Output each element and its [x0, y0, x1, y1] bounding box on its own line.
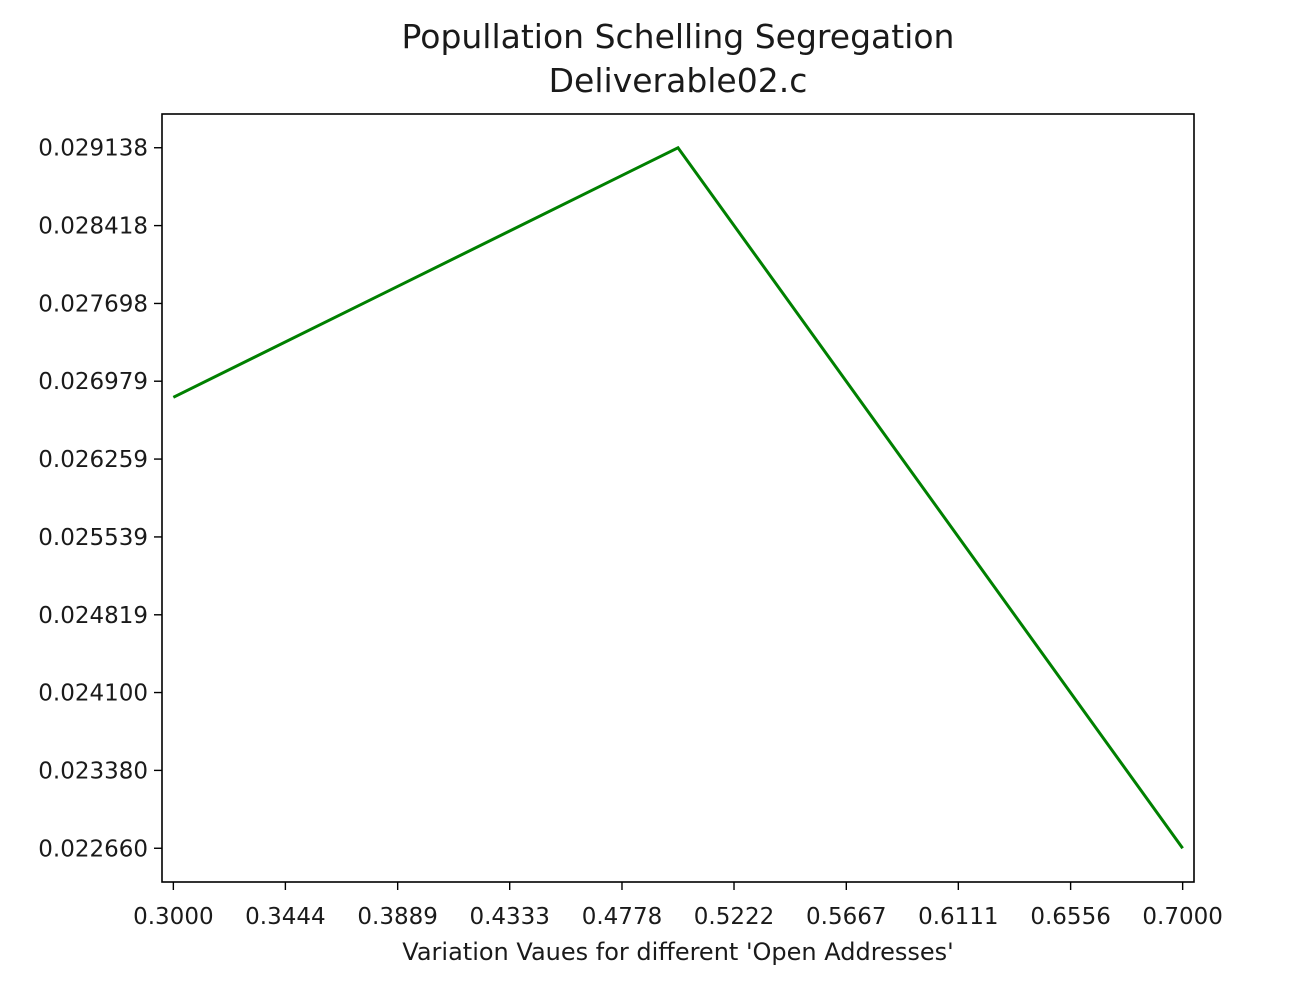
y-tick-label: 0.027698 — [38, 291, 148, 317]
series-line — [172, 145, 1184, 850]
y-tick-label: 0.024819 — [38, 603, 148, 629]
x-axis-ticks: 0.3000 0.3444 0.3889 0.4333 0.4778 0.5222 0.56… — [133, 882, 1223, 930]
x-axis-label: Variation Vaues for different 'Open Addr… — [402, 938, 954, 966]
y-axis-ticks: 0.022660 0.023380 0.024100 0.024819 0.025539… — [38, 136, 162, 862]
x-tick-label: 0.5222 — [694, 904, 774, 930]
y-tick-label: 0.028418 — [38, 214, 148, 240]
chart-title: Popullation Schelling Segregation — [401, 17, 955, 56]
chart-subtitle: Deliverable02.c — [548, 61, 808, 100]
x-tick-label: 0.4333 — [469, 904, 549, 930]
x-tick-label: 0.3889 — [357, 904, 437, 930]
x-tick-label: 0.5667 — [806, 904, 886, 930]
y-tick-label: 0.026979 — [38, 369, 148, 395]
y-tick-label: 0.022660 — [38, 836, 148, 862]
y-tick-label: 0.029138 — [38, 136, 148, 162]
x-tick-label: 0.4778 — [582, 904, 662, 930]
y-tick-label: 0.023380 — [38, 758, 148, 784]
x-tick-label: 0.3000 — [133, 904, 213, 930]
y-tick-label: 0.026259 — [38, 447, 148, 473]
x-tick-label: 0.6111 — [918, 904, 998, 930]
y-tick-label: 0.024100 — [38, 681, 148, 707]
series-layer — [172, 145, 1184, 850]
x-tick-label: 0.3444 — [245, 904, 325, 930]
x-tick-label: 0.7000 — [1142, 904, 1222, 930]
y-tick-label: 0.025539 — [38, 525, 148, 551]
x-tick-label: 0.6556 — [1030, 904, 1110, 930]
axes-frame — [161, 113, 1195, 883]
